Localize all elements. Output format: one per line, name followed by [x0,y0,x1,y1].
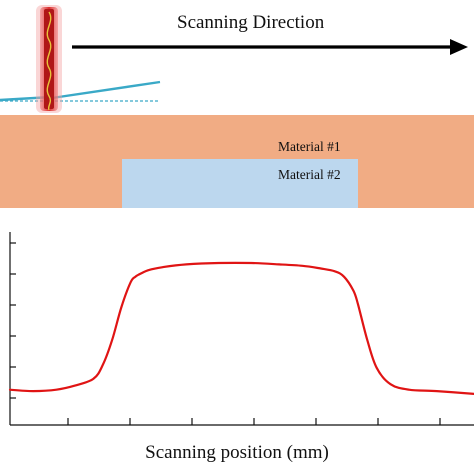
y-ticks [10,242,16,399]
x-ticks [67,418,441,425]
material-2-label: Material #2 [278,167,341,182]
scanning-direction-label: Scanning Direction [177,12,325,33]
x-axis-label: Scanning position (mm) [145,442,329,463]
probe-icon [36,5,62,113]
material-1-label: Material #1 [278,139,341,154]
signal-series-line [8,261,474,395]
signal-chart: Scanning position (mm) [8,232,474,463]
schematic: Material #1 Material #2 Scanning Directi… [0,5,474,208]
reflected-beam [51,80,161,100]
arrow-right-icon [72,39,468,55]
material-2-block [122,159,358,208]
